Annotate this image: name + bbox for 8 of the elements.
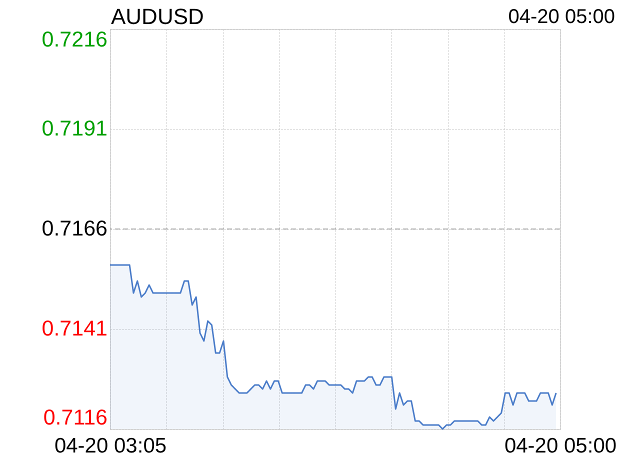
text: 04-20 05:00 xyxy=(508,6,615,28)
y-tick-label: 0.7141 xyxy=(42,316,108,340)
x-tick-label: 04-20 03:05 xyxy=(54,434,167,458)
y-tick-label: 0.7166 xyxy=(42,216,108,240)
y-tick-label: 0.7216 xyxy=(42,28,108,52)
y-tick-label: 0.7116 xyxy=(43,406,108,430)
y-tick-label: 0.7191 xyxy=(42,116,108,140)
chart-title: AUDUSD xyxy=(111,4,204,29)
